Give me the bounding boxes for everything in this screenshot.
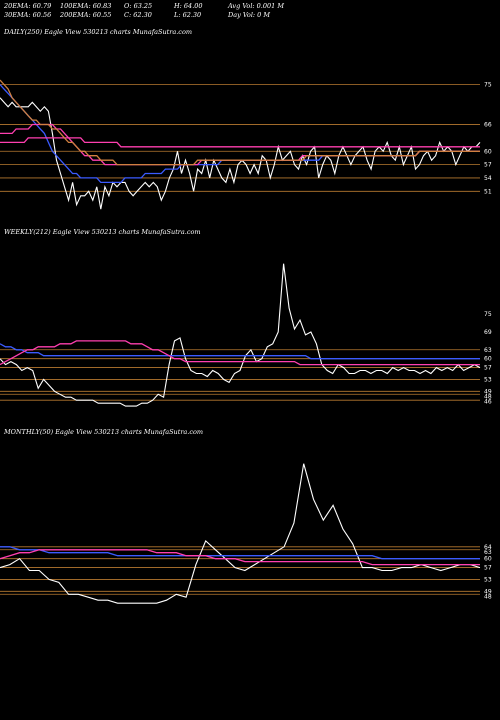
weekly-tick-label: 49: [484, 388, 492, 395]
daily-series-3: [0, 137, 480, 148]
weekly-tick-label: 57: [484, 365, 492, 372]
daily-series-1: [0, 84, 480, 184]
daily-tick-label: 54: [484, 175, 492, 182]
daily-series-0: [0, 97, 481, 210]
monthly-tick-label: 60: [484, 556, 492, 563]
weekly-tick-label: 63: [484, 347, 492, 354]
weekly-panel-title: WEEKLY(212) Eagle View 530213 charts Mun…: [4, 228, 201, 236]
monthly-series-0: [0, 463, 481, 604]
weekly-series-2: [0, 340, 480, 366]
weekly-series-0: [0, 263, 481, 407]
monthly-tick-label: 53: [484, 576, 492, 583]
daily-tick-label: 75: [484, 82, 492, 89]
close-readout: C: 62.30: [124, 11, 152, 19]
low-readout: L: 62.30: [174, 11, 202, 19]
ema20-readout: 20EMA: 60.79: [4, 2, 52, 10]
high-readout: H: 64.00: [174, 2, 203, 10]
daily-tick-label: 60: [484, 148, 492, 155]
avg-vol-readout: Avg Vol: 0.001 M: [228, 2, 285, 10]
day-vol-readout: Day Vol: 0 M: [228, 11, 271, 19]
weekly-tick-label: 48: [484, 393, 492, 400]
weekly-tick-label: 60: [484, 356, 492, 363]
monthly-tick-label: 57: [484, 565, 492, 572]
daily-tick-label: 66: [484, 122, 492, 129]
monthly-series-1: [0, 546, 480, 560]
monthly-panel-title: MONTHLY(50) Eagle View 530213 charts Mun…: [4, 428, 204, 436]
monthly-tick-label: 63: [484, 549, 492, 556]
weekly-series-1: [0, 343, 480, 360]
daily-series-4: [0, 79, 480, 166]
daily-series-2: [0, 123, 480, 166]
open-readout: O: 63.25: [124, 2, 153, 10]
weekly-tick-label: 53: [484, 376, 492, 383]
daily-panel-title: DAILY(250) Eagle View 530213 charts Muna…: [4, 28, 193, 36]
ema100-readout: 100EMA: 60.83: [60, 2, 112, 10]
monthly-tick-label: 64: [484, 544, 492, 551]
ema200-readout: 200EMA: 60.55: [60, 11, 112, 19]
weekly-tick-label: 69: [484, 329, 492, 336]
monthly-tick-label: 48: [484, 593, 492, 600]
daily-tick-label: 51: [484, 188, 492, 195]
monthly-tick-label: 49: [484, 588, 492, 595]
daily-tick-label: 57: [484, 162, 492, 169]
monthly-series-2: [0, 549, 480, 566]
weekly-tick-label: 46: [484, 398, 492, 405]
weekly-tick-label: 75: [484, 311, 492, 318]
ema30-readout: 30EMA: 60.56: [4, 11, 52, 19]
